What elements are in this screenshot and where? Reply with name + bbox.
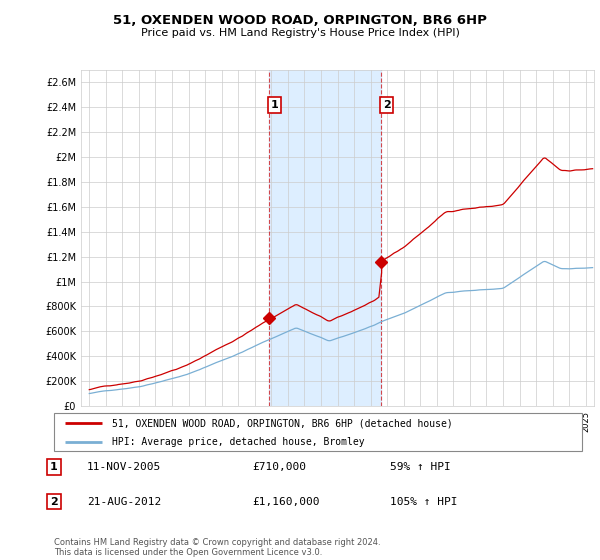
Text: HPI: Average price, detached house, Bromley: HPI: Average price, detached house, Brom… <box>112 437 365 447</box>
Text: 21-AUG-2012: 21-AUG-2012 <box>87 497 161 507</box>
Text: 51, OXENDEN WOOD ROAD, ORPINGTON, BR6 6HP (detached house): 51, OXENDEN WOOD ROAD, ORPINGTON, BR6 6H… <box>112 418 453 428</box>
Bar <box>269 70 381 406</box>
Text: £1,160,000: £1,160,000 <box>252 497 320 507</box>
Text: Contains HM Land Registry data © Crown copyright and database right 2024.
This d: Contains HM Land Registry data © Crown c… <box>54 538 380 557</box>
Text: Price paid vs. HM Land Registry's House Price Index (HPI): Price paid vs. HM Land Registry's House … <box>140 28 460 38</box>
Text: 1: 1 <box>50 462 58 472</box>
Text: 51, OXENDEN WOOD ROAD, ORPINGTON, BR6 6HP: 51, OXENDEN WOOD ROAD, ORPINGTON, BR6 6H… <box>113 14 487 27</box>
Text: 2: 2 <box>50 497 58 507</box>
Text: £710,000: £710,000 <box>252 462 306 472</box>
Text: 2: 2 <box>383 100 391 110</box>
Text: 59% ↑ HPI: 59% ↑ HPI <box>390 462 451 472</box>
Text: 11-NOV-2005: 11-NOV-2005 <box>87 462 161 472</box>
Text: 1: 1 <box>271 100 278 110</box>
Text: 105% ↑ HPI: 105% ↑ HPI <box>390 497 458 507</box>
